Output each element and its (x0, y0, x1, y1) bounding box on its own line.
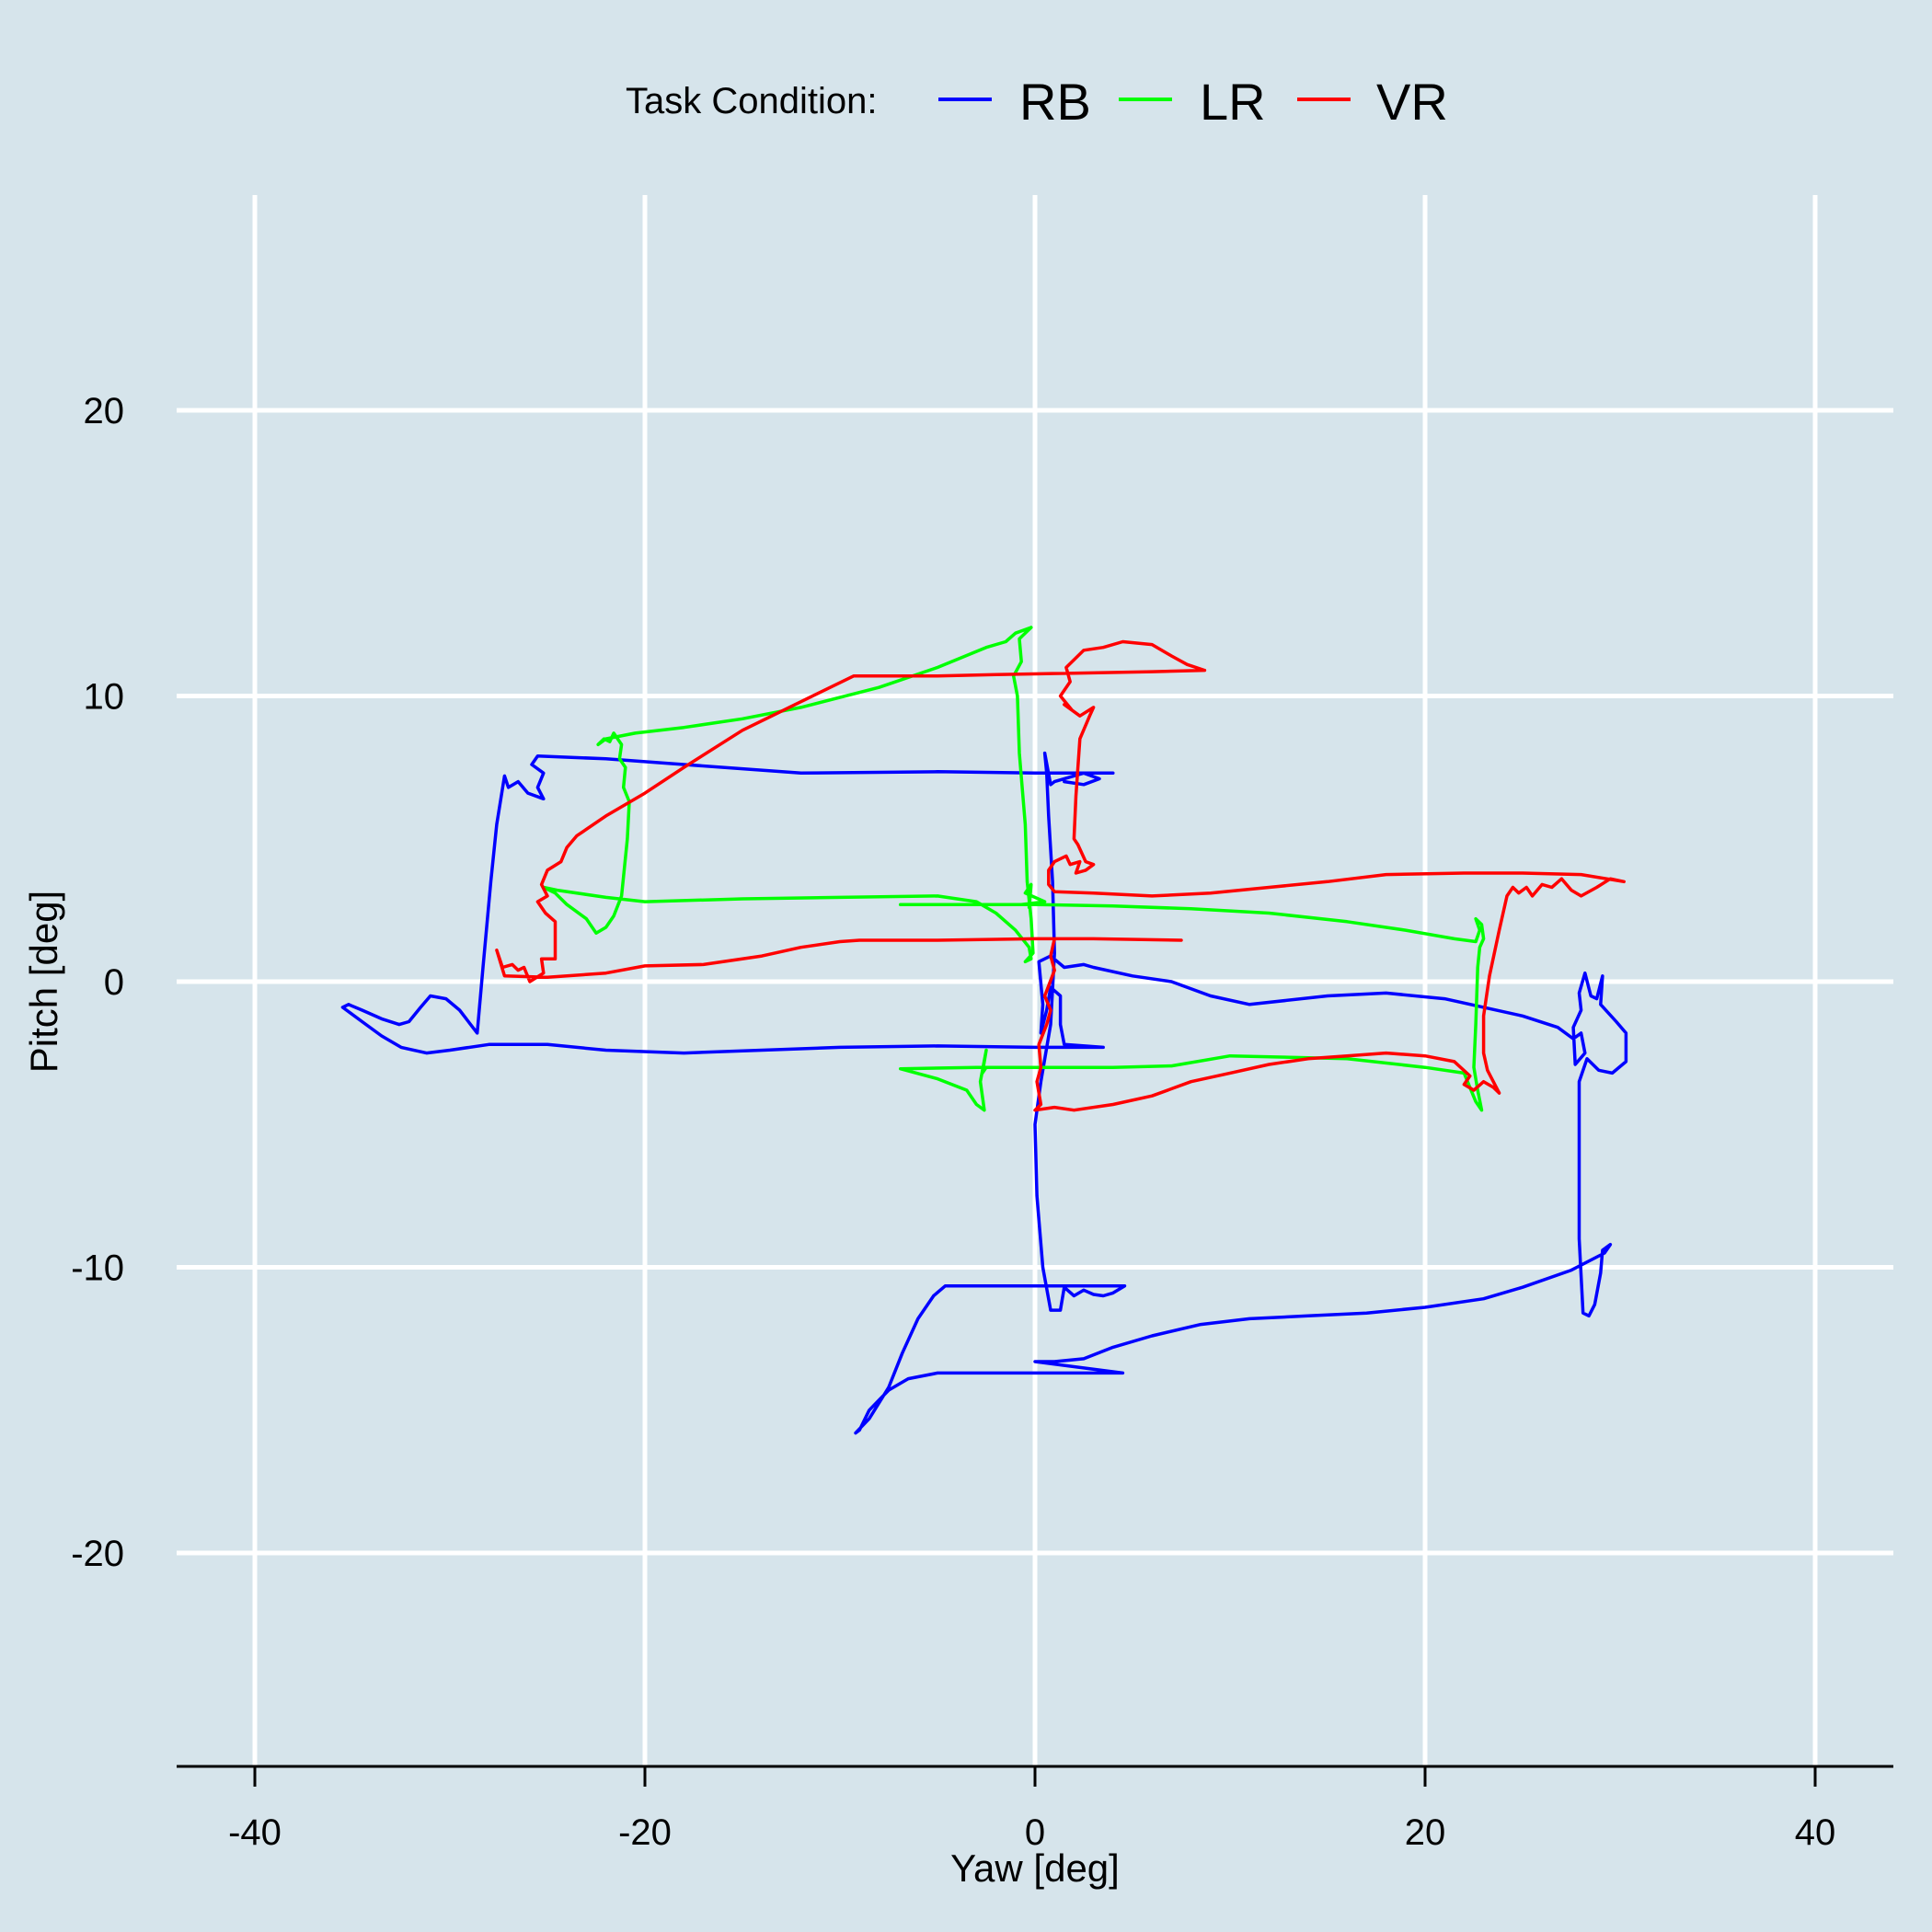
x-tick-label: 40 (1795, 1812, 1836, 1853)
axes: Yaw [deg] Pitch [deg] -20 -10 0 10 20 -40 -20 0… (22, 391, 1893, 1890)
y-tick-label: 20 (84, 391, 125, 431)
y-tick-label: -10 (71, 1248, 124, 1289)
x-tick-label: -20 (618, 1812, 672, 1853)
y-axis-label: Pitch [deg] (22, 891, 65, 1073)
y-tick-label: 0 (104, 962, 124, 1003)
legend-label-lr: LR (1200, 73, 1266, 131)
y-tick-label: -20 (71, 1534, 124, 1574)
series-line-vr (495, 639, 1626, 1112)
x-tick-label: 0 (1025, 1812, 1045, 1853)
series-line-lr-3 (1019, 882, 1047, 910)
legend-label-vr: VR (1376, 73, 1448, 131)
legend-title: Task Condition: (626, 81, 877, 121)
grid (177, 195, 1893, 1766)
series-layer (340, 626, 1628, 1435)
legend-label-rb: RB (1019, 73, 1091, 131)
series-line-lr-2 (898, 903, 1486, 1112)
x-tick-label: -40 (228, 1812, 282, 1853)
series-line-lr (542, 626, 1035, 964)
x-axis-label: Yaw [deg] (950, 1846, 1120, 1890)
x-tick-label: 20 (1405, 1812, 1446, 1853)
legend: Task Condition: RB LR VR (626, 73, 1448, 131)
series-line-rb (340, 751, 1628, 1435)
y-tick-label: 10 (84, 677, 125, 718)
